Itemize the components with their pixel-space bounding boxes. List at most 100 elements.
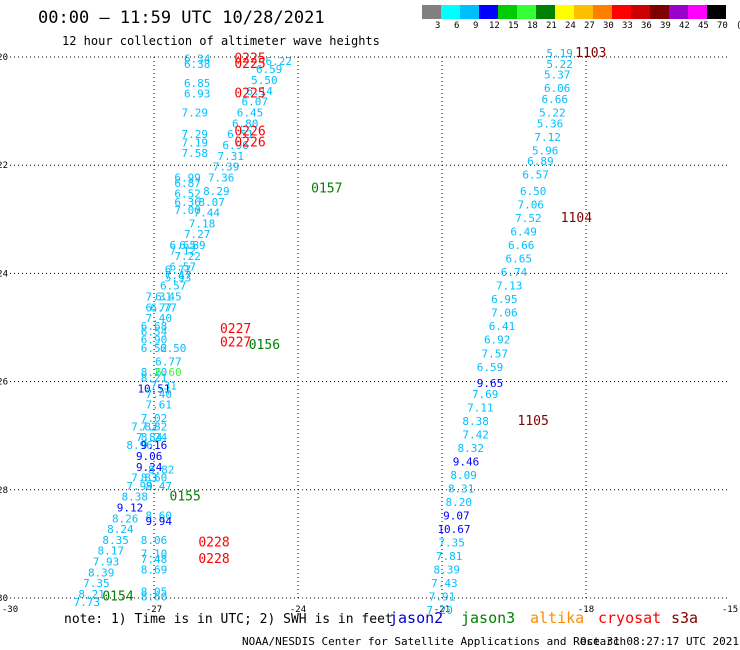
wave-height-label: 7.52: [515, 212, 542, 225]
legend-swatch: [479, 5, 498, 19]
wave-height-label: 8.07: [198, 196, 225, 209]
wave-height-points: 6.346.386.856.937.297.297.197.586.226.59…: [74, 47, 573, 617]
legend-label: 24: [565, 21, 576, 31]
wave-height-label: 7.81: [436, 550, 463, 563]
wave-height-label: 7.44: [194, 207, 221, 220]
legend-label: 21: [546, 21, 557, 31]
wave-height-label: 7.42: [462, 428, 489, 441]
chart-subtitle: 12 hour collection of altimeter wave hei…: [62, 34, 380, 48]
legend-label: 12: [489, 21, 500, 31]
wave-height-label: 8.29: [203, 185, 230, 198]
y-tick-label: -22: [0, 161, 8, 171]
wave-height-label: 6.57: [522, 169, 549, 182]
pass-time-label: 0227: [220, 335, 251, 350]
legend-label: 33: [622, 21, 633, 31]
pass-time-label: 0154: [102, 590, 133, 605]
wave-height-label: 6.45: [155, 290, 182, 303]
wave-height-label: 6.87: [174, 177, 201, 190]
legend-swatch: [707, 5, 726, 19]
wave-height-label: 6.45: [237, 107, 264, 120]
plot-grid: [10, 56, 730, 599]
legend-label: 3: [435, 21, 441, 31]
legend-swatch: [555, 5, 574, 19]
wave-height-label: 8.96: [126, 439, 153, 452]
wave-height-label: 7.82: [141, 420, 168, 433]
x-tick-label: -15: [722, 605, 738, 615]
wave-height-label: 8.26: [112, 512, 139, 525]
y-tick-label: -28: [0, 486, 8, 496]
chart-title: 00:00 – 11:59 UTC 10/28/2021: [38, 8, 325, 28]
wave-height-label: 6.07: [242, 96, 269, 109]
x-tick-label: -27: [146, 605, 162, 615]
wave-height-label: 7.12: [170, 244, 197, 257]
wave-height-label: 8.38: [122, 491, 149, 504]
legend-swatch: [536, 5, 555, 19]
legend-swatch: [441, 5, 460, 19]
wave-height-label: 6.57: [170, 261, 197, 274]
legend-label: 36: [641, 21, 652, 31]
wave-height-label: 7.47: [165, 269, 192, 282]
wave-height-label: 9.07: [443, 510, 470, 523]
pass-time-label: 0157: [311, 181, 342, 196]
footer-note: note: 1) Time is in UTC; 2) SWH is in fe…: [64, 612, 393, 627]
pass-time-label: 1103: [575, 46, 606, 61]
wave-height-label: 7.93: [93, 556, 120, 569]
y-tick-label: -30: [0, 594, 8, 604]
legend-label: 45: [698, 21, 709, 31]
wave-height-label: 6.14: [246, 85, 273, 98]
wave-height-label: 7.19: [182, 136, 209, 149]
legend-swatch: [460, 5, 479, 19]
wave-height-label: 6.57: [160, 280, 187, 293]
wave-height-label: 6.06: [544, 82, 571, 95]
wave-height-label: 8.20: [446, 496, 473, 509]
pass-time-label: 0155: [170, 490, 201, 505]
wave-height-label: 8.35: [102, 534, 129, 547]
x-tick-label: -18: [578, 605, 594, 615]
wave-height-label: 6.66: [508, 239, 535, 252]
x-tick-label: -21: [434, 605, 450, 615]
wave-height-label: 9.24: [136, 461, 163, 474]
wave-height-label: 6.60: [155, 366, 182, 379]
wave-height-label: 7.31: [218, 150, 245, 163]
wave-height-label: 7.61: [146, 399, 173, 412]
satellite-label-jason3: jason3: [461, 609, 516, 627]
legend-swatch: [650, 5, 669, 19]
wave-height-label: 7.02: [141, 412, 168, 425]
wave-height-label: 6.77: [155, 355, 182, 368]
legend-swatch: [498, 5, 517, 19]
wave-height-label: 8.39: [88, 566, 115, 579]
wave-height-label: 7.13: [496, 280, 523, 293]
legend-swatch: [669, 5, 688, 19]
wave-height-label: 7.43: [431, 577, 458, 590]
wave-height-label: 6.93: [184, 88, 211, 101]
wave-height-label: 6.36: [174, 196, 201, 209]
wave-height-label: 6.90: [141, 334, 168, 347]
x-tick-label: -30: [2, 605, 18, 615]
wave-height-label: 7.35: [438, 537, 465, 550]
wave-height-label: 6.41: [489, 320, 516, 333]
satellite-label-cryosat: cryosat: [598, 609, 662, 627]
wave-height-label: 5.96: [532, 144, 559, 157]
pass-time-label: 0226: [234, 124, 265, 139]
wave-height-label: 7.06: [491, 307, 518, 320]
wave-height-label: 7.06: [518, 198, 545, 211]
wave-height-label: 8.05: [141, 585, 168, 598]
wave-height-label: 8.20: [141, 366, 168, 379]
wave-height-label: 7.35: [83, 577, 110, 590]
wave-height-label: 7.31: [150, 380, 177, 393]
wave-height-label: 8.39: [434, 564, 461, 577]
wave-height-label: 10.51: [137, 382, 170, 395]
wave-height-label: 6.89: [527, 155, 554, 168]
wave-height-label: 7.48: [141, 553, 168, 566]
wave-height-label: 7.82: [131, 420, 158, 433]
wave-height-label: 7.91: [429, 591, 456, 604]
wave-height-label: 8.60: [146, 510, 173, 523]
wave-height-label: 8.38: [462, 415, 489, 428]
legend-label: 27: [584, 21, 595, 31]
wave-height-label: 5.22: [546, 58, 573, 71]
wave-height-label: 7.57: [482, 347, 509, 360]
wave-height-label: 6.80: [232, 117, 259, 130]
wave-height-label: 8.60: [141, 591, 168, 604]
